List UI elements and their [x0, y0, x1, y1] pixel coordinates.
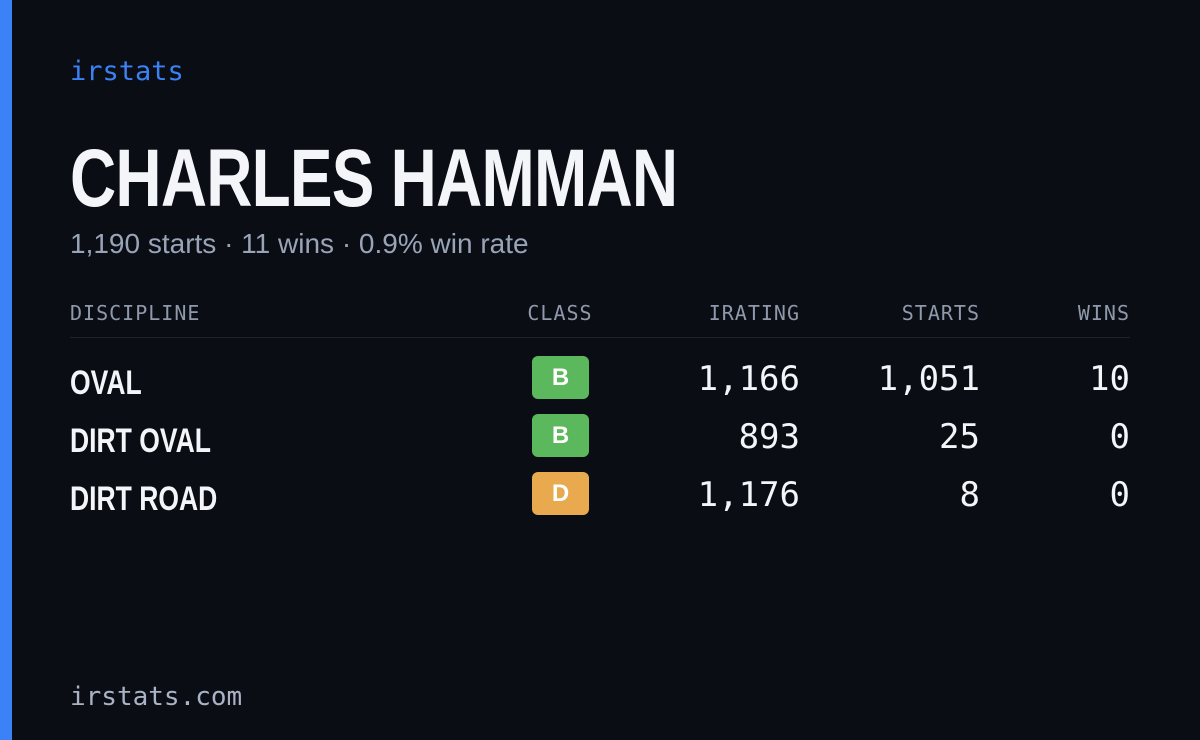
- accent-stripe: [0, 0, 12, 740]
- starts-value: 8: [959, 475, 980, 515]
- irating-value: 1,176: [697, 475, 800, 515]
- irating-value: 893: [738, 417, 800, 457]
- discipline: DIRT OVAL: [70, 422, 211, 460]
- column-header: CLASS: [527, 301, 593, 325]
- wins-value: 10: [1089, 359, 1130, 399]
- irating-value: 1,166: [697, 359, 800, 399]
- brand: irstats: [70, 56, 184, 87]
- header-rule: [70, 337, 1130, 338]
- discipline: OVAL: [70, 364, 142, 402]
- column-header: WINS: [1077, 301, 1130, 325]
- class-badge: B: [532, 414, 589, 457]
- class-badge: D: [532, 472, 589, 515]
- starts-value: 25: [939, 417, 980, 457]
- driver-name: CHARLES HAMMAN: [70, 133, 678, 224]
- starts-value: 1,051: [877, 359, 980, 399]
- class-badge: B: [532, 356, 589, 399]
- driver-summary: 1,190 starts · 11 wins · 0.9% win rate: [70, 228, 529, 259]
- footer: irstats.com: [70, 682, 243, 712]
- column-header: IRATING: [708, 301, 800, 325]
- wins-value: 0: [1109, 475, 1130, 515]
- discipline: DIRT ROAD: [70, 480, 218, 518]
- wins-value: 0: [1109, 417, 1130, 457]
- column-header: STARTS: [901, 301, 980, 325]
- column-header: DISCIPLINE: [70, 301, 201, 325]
